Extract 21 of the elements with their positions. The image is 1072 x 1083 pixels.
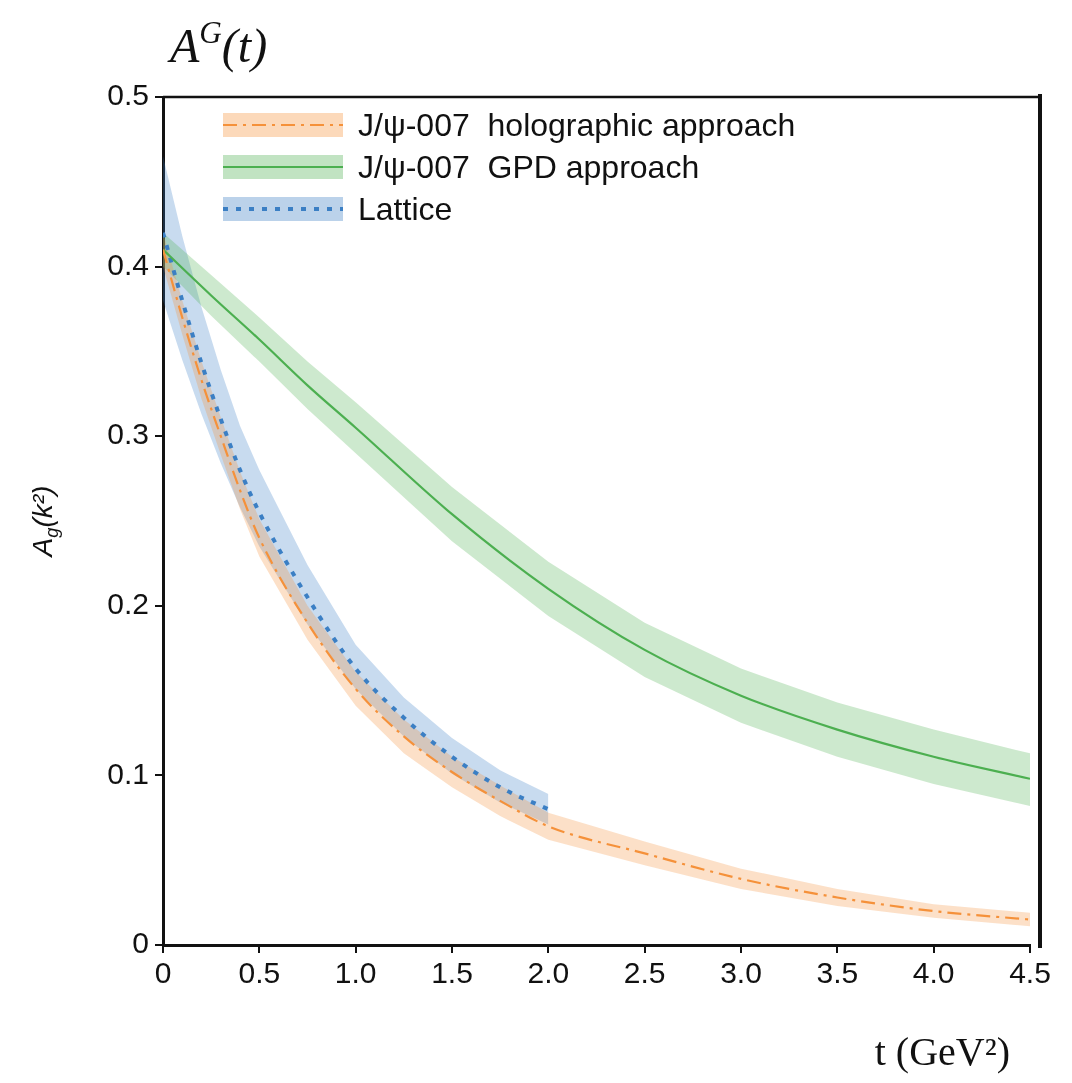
x-tick-label: 1.0 bbox=[334, 956, 377, 990]
x-tick-label: 4.0 bbox=[912, 956, 955, 990]
y-tick-label: 0.2 bbox=[107, 587, 149, 621]
y-tick-label: 0 bbox=[132, 926, 149, 960]
legend-label: Lattice bbox=[358, 190, 453, 227]
y-tick-label: 0.4 bbox=[107, 247, 149, 281]
legend-label: J/ψ-007 GPD approach bbox=[358, 148, 700, 185]
x-tick-label: 2.5 bbox=[623, 956, 666, 990]
x-axis-title: t (GeV²) bbox=[874, 1029, 1011, 1074]
y-tick-label: 0.5 bbox=[107, 78, 149, 112]
y-tick-label: 0.1 bbox=[107, 756, 149, 790]
legend-label: J/ψ-007 holographic approach bbox=[358, 106, 796, 143]
x-tick-label: 3.0 bbox=[720, 956, 762, 990]
x-tick-label: 0.5 bbox=[238, 956, 281, 990]
x-tick-label: 1.5 bbox=[431, 956, 473, 990]
y-tick-label: 0.3 bbox=[107, 417, 149, 451]
x-tick-label: 4.5 bbox=[1009, 956, 1051, 990]
x-tick-label: 3.5 bbox=[816, 956, 859, 990]
x-tick-label: 2.0 bbox=[527, 956, 570, 990]
y-axis-title: Ag(k²) bbox=[27, 485, 63, 559]
x-tick-label: 0 bbox=[154, 956, 172, 990]
